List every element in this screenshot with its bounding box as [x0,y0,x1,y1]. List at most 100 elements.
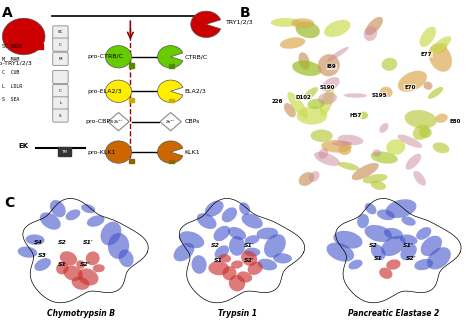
Ellipse shape [299,52,310,70]
Ellipse shape [344,93,367,98]
Ellipse shape [401,244,417,260]
Ellipse shape [386,139,405,155]
Ellipse shape [60,251,77,266]
Ellipse shape [87,215,105,227]
Text: M: M [59,57,62,61]
Bar [129,98,135,102]
Text: E77: E77 [421,52,432,57]
Text: L  LDLR: L LDLR [2,84,22,89]
Ellipse shape [303,87,318,100]
Ellipse shape [423,82,432,90]
Ellipse shape [273,253,292,264]
Ellipse shape [40,213,61,230]
Ellipse shape [241,251,257,266]
Text: SC SRCR: SC SRCR [2,44,22,49]
Ellipse shape [352,163,379,180]
Ellipse shape [309,171,319,182]
Ellipse shape [385,199,417,218]
Ellipse shape [264,234,286,258]
Ellipse shape [108,233,129,259]
Text: S195: S195 [372,93,387,98]
Ellipse shape [100,222,121,245]
Text: B: B [239,6,250,20]
Text: pro-ELA2/3: pro-ELA2/3 [88,89,122,94]
Ellipse shape [327,243,354,262]
Text: pro-CTRB/C: pro-CTRB/C [88,54,124,59]
Ellipse shape [34,258,51,271]
Text: S190: S190 [319,85,335,90]
Ellipse shape [379,123,389,133]
Ellipse shape [365,225,392,242]
Ellipse shape [213,226,230,241]
Text: A: A [2,6,13,20]
Ellipse shape [398,71,427,92]
Ellipse shape [413,125,429,140]
Ellipse shape [358,112,368,119]
Ellipse shape [348,260,363,269]
Polygon shape [158,46,183,68]
Ellipse shape [363,174,387,183]
Polygon shape [160,112,182,131]
Ellipse shape [321,77,340,92]
Ellipse shape [237,271,252,283]
Ellipse shape [427,247,451,269]
Ellipse shape [416,227,431,240]
FancyBboxPatch shape [53,70,68,84]
Ellipse shape [197,213,217,229]
Text: S2': S2' [406,256,417,261]
Text: Chymotrypsin B: Chymotrypsin B [46,309,115,318]
Text: S2: S2 [58,240,67,245]
Text: Zn²⁺: Zn²⁺ [166,120,175,124]
Ellipse shape [256,228,278,239]
Ellipse shape [419,26,436,47]
Ellipse shape [18,247,37,258]
Ellipse shape [76,260,85,269]
Ellipse shape [384,228,403,239]
Polygon shape [108,112,129,131]
Text: S1: S1 [374,256,383,261]
Ellipse shape [231,260,243,269]
Ellipse shape [434,43,447,53]
Ellipse shape [244,248,260,257]
Ellipse shape [314,152,340,166]
FancyBboxPatch shape [53,52,68,65]
Text: ELA2/3: ELA2/3 [185,89,207,94]
Ellipse shape [179,231,204,248]
Circle shape [2,18,45,55]
Ellipse shape [248,262,263,275]
Text: pro-CBPs: pro-CBPs [85,119,113,124]
Ellipse shape [280,37,305,49]
Ellipse shape [414,259,433,270]
Ellipse shape [400,234,418,245]
Polygon shape [23,198,148,303]
Bar [170,99,173,102]
Ellipse shape [258,259,277,270]
Ellipse shape [379,267,392,279]
Text: S2: S2 [211,243,220,249]
Circle shape [105,45,131,68]
Text: H57: H57 [349,113,362,118]
Bar [36,43,43,49]
Text: S2: S2 [369,243,378,249]
Bar [129,159,135,163]
Ellipse shape [93,264,105,272]
Ellipse shape [373,149,381,157]
Ellipse shape [338,162,359,170]
Ellipse shape [433,142,449,153]
Ellipse shape [324,20,351,37]
FancyBboxPatch shape [53,85,68,98]
Text: TM: TM [62,150,67,154]
Ellipse shape [365,17,383,35]
Text: S1: S1 [214,258,223,263]
Text: Pancreatic Elastase 2: Pancreatic Elastase 2 [348,309,439,318]
Text: S2': S2' [244,258,255,263]
Ellipse shape [421,236,442,256]
Ellipse shape [310,129,333,142]
Ellipse shape [405,110,437,129]
Text: S  SEA: S SEA [2,97,19,102]
Ellipse shape [56,262,69,274]
Text: Trypsin 1: Trypsin 1 [218,309,256,318]
Ellipse shape [215,245,229,259]
Ellipse shape [382,58,397,71]
Ellipse shape [327,47,349,61]
